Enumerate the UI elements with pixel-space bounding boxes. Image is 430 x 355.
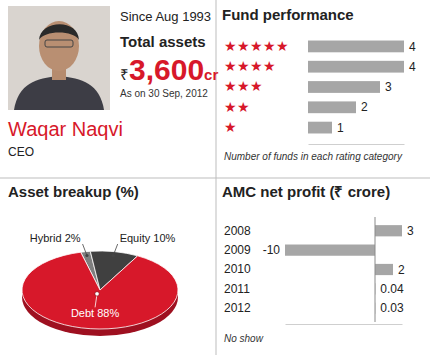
data-label: -10 — [263, 243, 281, 257]
unit: cr — [204, 66, 218, 83]
slice-label-text: Equity 10% — [120, 232, 176, 244]
slice-label: Equity 10% — [112, 232, 176, 257]
leader-dot — [112, 254, 115, 257]
leader-dot — [85, 254, 88, 257]
value-label: 2% — [65, 232, 81, 244]
name: Waqar Naqvi — [8, 118, 123, 140]
data-label: 1 — [337, 121, 344, 135]
y-tick-label: 2008 — [224, 224, 251, 238]
y-tick-label: 2009 — [224, 243, 251, 257]
y-tick: ★★★ — [224, 78, 263, 94]
y-tick: 2012 — [224, 301, 251, 315]
y-tick-label: ★ — [224, 119, 237, 135]
leader-dot — [95, 292, 99, 296]
y-tick-label: ★★ — [224, 99, 250, 115]
data-label: 3 — [407, 224, 414, 238]
plot-area — [308, 41, 404, 134]
y-axis: 2008 2009 2010 2011 2012 — [224, 224, 251, 315]
total-assets: ₹3,600cr — [120, 53, 218, 86]
bar-chart: Fund performance★★★★★★★★★★★★★★★44321Numb… — [222, 6, 416, 162]
y-tick-label: 2010 — [224, 262, 251, 276]
y-tick-label: ★★★★ — [224, 58, 276, 74]
data-label: 4 — [409, 40, 416, 54]
bar — [308, 61, 404, 73]
bar — [285, 245, 375, 256]
bar — [308, 41, 404, 53]
y-tick-label: 2012 — [224, 301, 251, 315]
value-label: 10% — [153, 232, 175, 244]
total-assets-label: Total assets — [120, 33, 206, 50]
leader-line — [113, 244, 117, 255]
y-tick: ★★★★★ — [224, 38, 289, 54]
as-on: As on 30 Sep, 2012 — [120, 88, 208, 99]
data-label: 2 — [398, 263, 405, 277]
y-tick: 2008 — [224, 224, 251, 238]
y-tick: 2011 — [224, 282, 250, 296]
x-axis-line — [286, 324, 403, 325]
bar — [308, 81, 380, 93]
y-tick-label: ★★★ — [224, 78, 263, 94]
bar — [308, 101, 356, 113]
slice — [22, 252, 178, 329]
since: Since Aug 1993 — [120, 9, 211, 24]
photo-shoulders — [14, 76, 104, 110]
y-tick: 2010 — [224, 262, 251, 276]
bar — [375, 264, 393, 275]
photo-glasses — [45, 40, 73, 47]
bar — [375, 225, 402, 236]
photo-head — [39, 21, 79, 71]
x-axis — [286, 324, 403, 325]
x-axis — [309, 144, 405, 145]
slice-label-text: Debt 88% — [71, 307, 120, 319]
y-tick-label: ★★★★★ — [224, 38, 289, 54]
data-label: 0.04 — [380, 282, 404, 296]
photo-background — [8, 6, 110, 110]
data-label: 4 — [409, 60, 416, 74]
y-tick: 2009 — [224, 243, 251, 257]
photo — [8, 6, 110, 110]
value-label: 88% — [97, 307, 119, 319]
y-tick: ★ — [224, 119, 237, 135]
data-label: 0.03 — [380, 301, 404, 315]
y-axis: ★★★★★★★★★★★★★★★ — [224, 38, 289, 135]
slice-label: Hybrid 2% — [30, 232, 89, 257]
x-axis-line — [309, 144, 405, 145]
category-label: Equity — [120, 232, 151, 244]
data-label: 2 — [361, 100, 368, 114]
axis-label: Number of funds in each rating category — [224, 151, 403, 162]
bar — [308, 122, 332, 134]
zero-line — [375, 217, 376, 322]
photo-hair — [39, 24, 79, 40]
pie-chart: Asset breakup (%) Hybrid 2% Equity 10% Debt… — [8, 183, 178, 336]
leader-line — [83, 244, 87, 255]
divider — [0, 178, 430, 179]
infographic: Since Aug 1993 Total assets ₹3,600cr As on … — [0, 0, 430, 355]
category-label: Hybrid — [30, 232, 62, 244]
slice-label: Debt 88% — [71, 292, 120, 320]
pie — [22, 251, 178, 329]
category-label: Debt — [71, 307, 94, 319]
data-label: 3 — [385, 80, 392, 94]
annotation: No show — [224, 333, 264, 344]
y-tick: ★★ — [224, 99, 250, 115]
y-tick: ★★★★ — [224, 58, 276, 74]
chart-title: AMC net profit (₹ crore) — [222, 183, 390, 200]
slice-label-text: Hybrid 2% — [30, 232, 81, 244]
chart-title: Asset breakup (%) — [8, 183, 139, 200]
chart-title: Fund performance — [222, 6, 354, 23]
y-tick-label: 2011 — [224, 282, 250, 296]
role: CEO — [8, 145, 34, 159]
background — [0, 0, 430, 355]
bar-chart: AMC net profit (₹ crore) 2008 2009 2010 2011… — [222, 183, 414, 344]
currency: ₹ — [120, 66, 129, 83]
total-assets-value: 3,600 — [129, 53, 204, 86]
